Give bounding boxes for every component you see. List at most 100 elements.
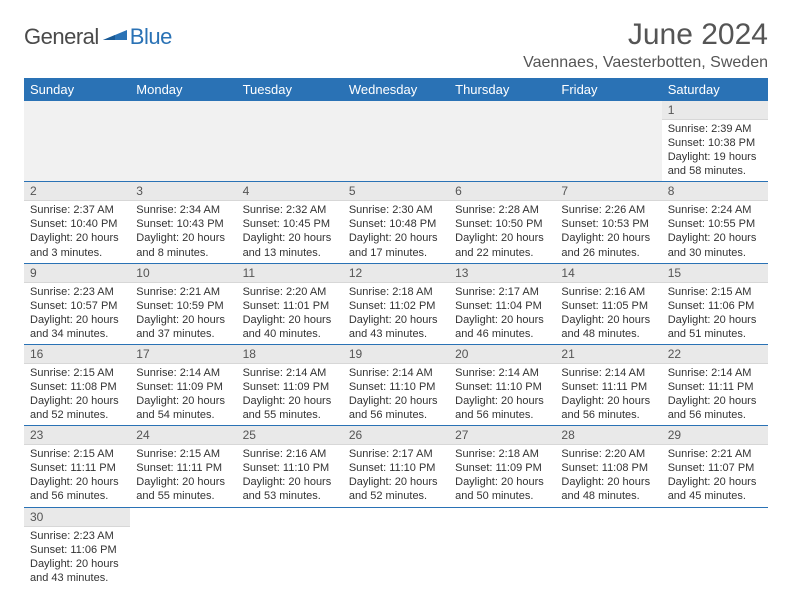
daylight-text-2: and 56 minutes. (668, 408, 762, 422)
sunset-text: Sunset: 11:11 PM (30, 461, 124, 475)
daylight-text-1: Daylight: 20 hours (561, 475, 655, 489)
daylight-text-2: and 8 minutes. (136, 246, 230, 260)
daylight-text-1: Daylight: 20 hours (243, 313, 337, 327)
daylight-text-1: Daylight: 20 hours (455, 475, 549, 489)
empty-cell (555, 101, 661, 182)
day-cell: 27Sunrise: 2:18 AMSunset: 11:09 PMDaylig… (449, 426, 555, 507)
empty-cell (130, 507, 236, 588)
sunset-text: Sunset: 11:07 PM (668, 461, 762, 475)
day-cell: 30Sunrise: 2:23 AMSunset: 11:06 PMDaylig… (24, 507, 130, 588)
day-number: 26 (343, 426, 449, 445)
day-cell: 21Sunrise: 2:14 AMSunset: 11:11 PMDaylig… (555, 344, 661, 425)
daylight-text-2: and 17 minutes. (349, 246, 443, 260)
daylight-text-2: and 52 minutes. (30, 408, 124, 422)
sunset-text: Sunset: 11:10 PM (349, 380, 443, 394)
sunrise-text: Sunrise: 2:20 AM (561, 447, 655, 461)
sunset-text: Sunset: 11:01 PM (243, 299, 337, 313)
empty-cell (237, 101, 343, 182)
daylight-text-2: and 56 minutes. (30, 489, 124, 503)
day-details: Sunrise: 2:14 AMSunset: 11:11 PMDaylight… (555, 364, 661, 425)
day-details: Sunrise: 2:15 AMSunset: 11:11 PMDaylight… (24, 445, 130, 506)
sunrise-text: Sunrise: 2:14 AM (243, 366, 337, 380)
daylight-text-1: Daylight: 20 hours (349, 231, 443, 245)
day-number: 4 (237, 182, 343, 201)
day-number: 3 (130, 182, 236, 201)
daylight-text-1: Daylight: 20 hours (668, 313, 762, 327)
sunset-text: Sunset: 11:08 PM (30, 380, 124, 394)
day-number: 25 (237, 426, 343, 445)
day-number: 18 (237, 345, 343, 364)
location-subtitle: Vaennaes, Vaesterbotten, Sweden (523, 54, 768, 72)
day-details: Sunrise: 2:20 AMSunset: 11:01 PMDaylight… (237, 283, 343, 344)
daylight-text-1: Daylight: 20 hours (30, 313, 124, 327)
daylight-text-1: Daylight: 20 hours (243, 475, 337, 489)
sunrise-text: Sunrise: 2:21 AM (136, 285, 230, 299)
day-cell: 9 Sunrise: 2:23 AMSunset: 10:57 PMDayligh… (24, 263, 130, 344)
daylight-text-2: and 55 minutes. (136, 489, 230, 503)
day-number: 21 (555, 345, 661, 364)
daylight-text-1: Daylight: 20 hours (349, 313, 443, 327)
sunrise-text: Sunrise: 2:16 AM (243, 447, 337, 461)
day-details: Sunrise: 2:24 AMSunset: 10:55 PMDaylight… (662, 201, 768, 262)
daylight-text-1: Daylight: 20 hours (349, 394, 443, 408)
sunrise-text: Sunrise: 2:15 AM (136, 447, 230, 461)
day-cell: 13Sunrise: 2:17 AMSunset: 11:04 PMDaylig… (449, 263, 555, 344)
day-number: 14 (555, 264, 661, 283)
empty-cell (449, 507, 555, 588)
day-number: 2 (24, 182, 130, 201)
daylight-text-1: Daylight: 20 hours (561, 313, 655, 327)
day-details: Sunrise: 2:14 AMSunset: 11:11 PMDaylight… (662, 364, 768, 425)
sunrise-text: Sunrise: 2:14 AM (455, 366, 549, 380)
daylight-text-2: and 53 minutes. (243, 489, 337, 503)
day-details: Sunrise: 2:15 AMSunset: 11:11 PMDaylight… (130, 445, 236, 506)
daylight-text-1: Daylight: 20 hours (668, 394, 762, 408)
sunset-text: Sunset: 11:10 PM (349, 461, 443, 475)
daylight-text-2: and 37 minutes. (136, 327, 230, 341)
day-number: 9 (24, 264, 130, 283)
empty-cell (555, 507, 661, 588)
day-cell: 22Sunrise: 2:14 AMSunset: 11:11 PMDaylig… (662, 344, 768, 425)
sunrise-text: Sunrise: 2:16 AM (561, 285, 655, 299)
sunrise-text: Sunrise: 2:23 AM (30, 285, 124, 299)
day-details: Sunrise: 2:20 AMSunset: 11:08 PMDaylight… (555, 445, 661, 506)
sunset-text: Sunset: 11:09 PM (243, 380, 337, 394)
daylight-text-2: and 43 minutes. (30, 571, 124, 585)
sunset-text: Sunset: 10:40 PM (30, 217, 124, 231)
daylight-text-2: and 54 minutes. (136, 408, 230, 422)
day-cell: 25Sunrise: 2:16 AMSunset: 11:10 PMDaylig… (237, 426, 343, 507)
sunset-text: Sunset: 11:09 PM (136, 380, 230, 394)
day-cell: 15Sunrise: 2:15 AMSunset: 11:06 PMDaylig… (662, 263, 768, 344)
daylight-text-2: and 40 minutes. (243, 327, 337, 341)
daylight-text-2: and 52 minutes. (349, 489, 443, 503)
day-number: 23 (24, 426, 130, 445)
day-number: 11 (237, 264, 343, 283)
daylight-text-1: Daylight: 20 hours (668, 475, 762, 489)
daylight-text-2: and 48 minutes. (561, 327, 655, 341)
daylight-text-1: Daylight: 20 hours (561, 231, 655, 245)
sunset-text: Sunset: 11:11 PM (668, 380, 762, 394)
day-cell: 26Sunrise: 2:17 AMSunset: 11:10 PMDaylig… (343, 426, 449, 507)
day-cell: 8Sunrise: 2:24 AMSunset: 10:55 PMDayligh… (662, 182, 768, 263)
sunrise-text: Sunrise: 2:14 AM (349, 366, 443, 380)
daylight-text-1: Daylight: 20 hours (349, 475, 443, 489)
daylight-text-2: and 56 minutes. (455, 408, 549, 422)
day-details: Sunrise: 2:17 AMSunset: 11:10 PMDaylight… (343, 445, 449, 506)
day-details: Sunrise: 2:18 AMSunset: 11:02 PMDaylight… (343, 283, 449, 344)
sunrise-text: Sunrise: 2:20 AM (243, 285, 337, 299)
daylight-text-1: Daylight: 20 hours (30, 475, 124, 489)
sunset-text: Sunset: 11:06 PM (668, 299, 762, 313)
day-number: 28 (555, 426, 661, 445)
sunrise-text: Sunrise: 2:14 AM (668, 366, 762, 380)
day-cell: 24Sunrise: 2:15 AMSunset: 11:11 PMDaylig… (130, 426, 236, 507)
day-cell: 29Sunrise: 2:21 AMSunset: 11:07 PMDaylig… (662, 426, 768, 507)
daylight-text-1: Daylight: 20 hours (136, 313, 230, 327)
sunrise-text: Sunrise: 2:18 AM (349, 285, 443, 299)
day-details: Sunrise: 2:26 AMSunset: 10:53 PMDaylight… (555, 201, 661, 262)
daylight-text-2: and 58 minutes. (668, 164, 762, 178)
day-cell: 6Sunrise: 2:28 AMSunset: 10:50 PMDayligh… (449, 182, 555, 263)
sunrise-text: Sunrise: 2:14 AM (561, 366, 655, 380)
day-details: Sunrise: 2:18 AMSunset: 11:09 PMDaylight… (449, 445, 555, 506)
sunset-text: Sunset: 10:57 PM (30, 299, 124, 313)
daylight-text-1: Daylight: 20 hours (136, 231, 230, 245)
daylight-text-1: Daylight: 20 hours (30, 394, 124, 408)
